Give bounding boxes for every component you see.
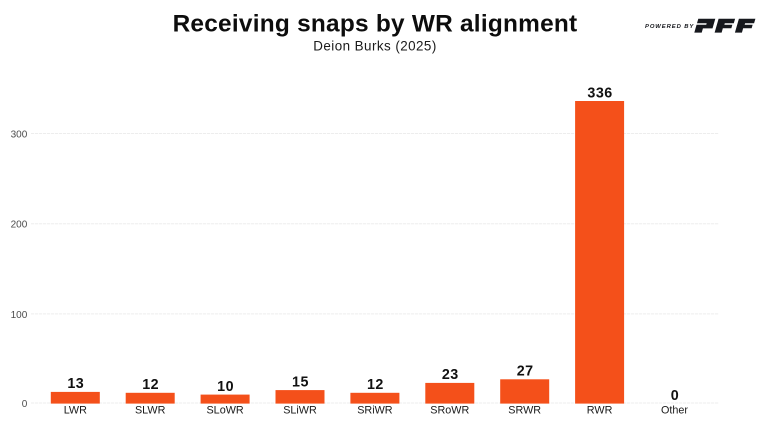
- svg-text:SRiWR: SRiWR: [357, 405, 393, 417]
- svg-text:LWR: LWR: [64, 405, 87, 417]
- svg-text:27: 27: [517, 364, 534, 380]
- svg-text:SLiWR: SLiWR: [283, 405, 317, 417]
- svg-text:12: 12: [142, 377, 159, 393]
- svg-text:Other: Other: [661, 405, 688, 417]
- svg-text:100: 100: [11, 310, 28, 321]
- svg-text:0: 0: [671, 388, 679, 404]
- svg-text:POWERED BY: POWERED BY: [645, 24, 694, 30]
- svg-text:13: 13: [67, 376, 84, 392]
- svg-text:336: 336: [587, 85, 612, 101]
- svg-text:SLoWR: SLoWR: [206, 405, 243, 417]
- svg-text:12: 12: [367, 377, 384, 393]
- svg-text:SRoWR: SRoWR: [430, 405, 469, 417]
- svg-text:0: 0: [22, 399, 28, 410]
- svg-text:300: 300: [11, 129, 28, 140]
- svg-text:15: 15: [292, 374, 309, 390]
- svg-text:SLWR: SLWR: [135, 405, 166, 417]
- svg-text:200: 200: [11, 220, 28, 231]
- svg-text:Receiving snaps by WR alignmen: Receiving snaps by WR alignment: [173, 10, 578, 37]
- svg-text:SRWR: SRWR: [508, 405, 541, 417]
- svg-text:23: 23: [442, 367, 459, 383]
- svg-text:10: 10: [217, 379, 234, 395]
- svg-text:Deion Burks (2025): Deion Burks (2025): [313, 39, 436, 54]
- svg-text:RWR: RWR: [587, 405, 613, 417]
